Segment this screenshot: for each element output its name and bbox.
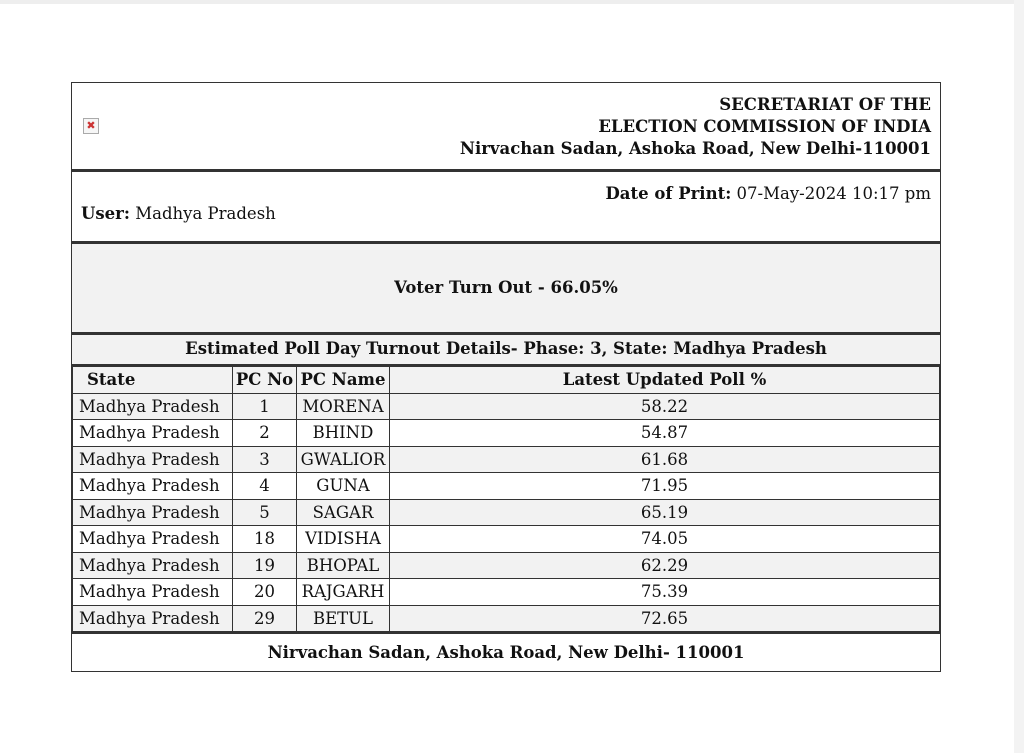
cell-state: Madhya Pradesh (72, 551, 233, 579)
cell-pc-no: 4 (232, 472, 297, 500)
cell-state: Madhya Pradesh (72, 498, 233, 526)
voter-turnout: Voter Turn Out - 66.05% (72, 244, 940, 335)
print-date: Date of Print: 07-May-2024 10:17 pm (606, 184, 932, 203)
top-edge (0, 0, 1024, 4)
user-value: Madhya Pradesh (135, 204, 276, 223)
header-line-3: Nirvachan Sadan, Ashoka Road, New Delhi-… (459, 139, 931, 158)
header-line-1: SECRETARIAT OF THE (719, 95, 931, 114)
cell-poll-percent: 62.29 (389, 551, 940, 579)
cell-pc-no: 3 (232, 445, 297, 473)
cell-pc-name: RAJGARH (296, 578, 390, 606)
cell-pc-no: 20 (232, 578, 297, 606)
cell-state: Madhya Pradesh (72, 604, 233, 632)
report-header: ✖ SECRETARIAT OF THE ELECTION COMMISSION… (72, 83, 940, 172)
turnout-report: ✖ SECRETARIAT OF THE ELECTION COMMISSION… (71, 82, 941, 672)
header-title: SECRETARIAT OF THE ELECTION COMMISSION O… (460, 94, 931, 160)
cell-poll-percent: 74.05 (389, 525, 940, 553)
cell-pc-name: BETUL (296, 604, 390, 632)
cell-state: Madhya Pradesh (72, 419, 233, 447)
cell-poll-percent: 58.22 (389, 392, 940, 420)
user-info: User: Madhya Pradesh (81, 204, 276, 223)
header-line-2: ELECTION COMMISSION OF INDIA (598, 117, 931, 136)
print-date-value: 07-May-2024 10:17 pm (736, 184, 931, 203)
turnout-table: State PC No PC Name Latest Updated Poll … (72, 366, 940, 632)
table-row: Madhya Pradesh 2 BHIND 54.87 (72, 419, 940, 447)
user-label: User: (81, 204, 130, 223)
table-row: Madhya Pradesh 5 SAGAR 65.19 (72, 498, 940, 526)
table-row: Madhya Pradesh 3 GWALIOR 61.68 (72, 445, 940, 473)
cell-pc-no: 19 (232, 551, 297, 579)
col-pc-name: PC Name (296, 366, 390, 394)
table-row: Madhya Pradesh 19 BHOPAL 62.29 (72, 551, 940, 579)
cell-poll-percent: 61.68 (389, 445, 940, 473)
cell-pc-no: 1 (232, 392, 297, 420)
print-date-label: Date of Print: (605, 184, 732, 203)
cell-pc-no: 2 (232, 419, 297, 447)
cell-pc-name: MORENA (296, 392, 390, 420)
broken-image-icon: ✖ (83, 118, 99, 134)
report-footer: Nirvachan Sadan, Ashoka Road, New Delhi-… (72, 632, 940, 671)
cell-state: Madhya Pradesh (72, 392, 233, 420)
cell-pc-name: BHIND (296, 419, 390, 447)
cell-pc-name: GWALIOR (296, 445, 390, 473)
cell-poll-percent: 54.87 (389, 419, 940, 447)
table-row: Madhya Pradesh 20 RAJGARH 75.39 (72, 578, 940, 606)
user-section: User: Madhya Pradesh Date of Print: 07-M… (72, 172, 940, 244)
cell-pc-name: SAGAR (296, 498, 390, 526)
table-title: Estimated Poll Day Turnout Details- Phas… (72, 335, 940, 366)
cell-pc-no: 29 (232, 604, 297, 632)
table-row: Madhya Pradesh 4 GUNA 71.95 (72, 472, 940, 500)
col-pc-no: PC No (232, 366, 297, 394)
cell-pc-no: 18 (232, 525, 297, 553)
cell-state: Madhya Pradesh (72, 578, 233, 606)
cell-state: Madhya Pradesh (72, 445, 233, 473)
col-poll-percent: Latest Updated Poll % (389, 366, 940, 394)
cell-state: Madhya Pradesh (72, 525, 233, 553)
cell-state: Madhya Pradesh (72, 472, 233, 500)
table-header-row: State PC No PC Name Latest Updated Poll … (72, 366, 940, 394)
right-edge (1014, 0, 1024, 753)
cell-pc-name: GUNA (296, 472, 390, 500)
col-state: State (72, 366, 233, 394)
cell-poll-percent: 65.19 (389, 498, 940, 526)
cell-pc-name: VIDISHA (296, 525, 390, 553)
cell-pc-name: BHOPAL (296, 551, 390, 579)
cell-poll-percent: 72.65 (389, 604, 940, 632)
table-row: Madhya Pradesh 29 BETUL 72.65 (72, 604, 940, 632)
cell-poll-percent: 71.95 (389, 472, 940, 500)
cell-poll-percent: 75.39 (389, 578, 940, 606)
cell-pc-no: 5 (232, 498, 297, 526)
table-row: Madhya Pradesh 18 VIDISHA 74.05 (72, 525, 940, 553)
table-row: Madhya Pradesh 1 MORENA 58.22 (72, 392, 940, 420)
